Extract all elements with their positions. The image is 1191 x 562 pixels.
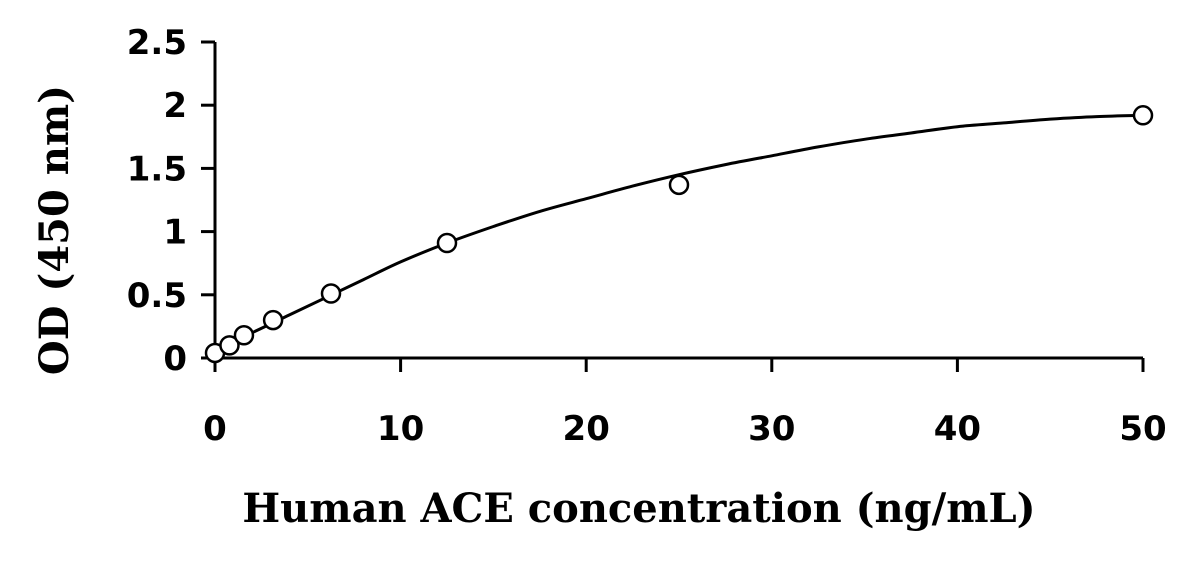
y-axis-ticks: 0 0.5 1 1.5 2 2.5 — [127, 23, 215, 379]
x-axis-title: Human ACE concentration (ng/mL) — [242, 485, 1035, 532]
data-point — [262, 309, 284, 331]
x-tick-label: 30 — [748, 409, 795, 449]
x-tick-label: 40 — [934, 409, 981, 449]
data-point — [219, 335, 240, 356]
y-tick-label: 2.5 — [127, 23, 187, 63]
data-point — [233, 324, 255, 346]
y-axis-title: OD (450 nm) — [31, 85, 78, 375]
y-tick-label: 2 — [163, 86, 187, 126]
x-axis-ticks: 0 10 20 30 40 50 — [203, 358, 1167, 449]
data-point — [668, 174, 690, 196]
fit-curve — [214, 113, 1144, 351]
x-tick-label: 50 — [1119, 409, 1166, 449]
x-tick-label: 0 — [203, 409, 227, 449]
x-tick-label: 20 — [563, 409, 610, 449]
y-tick-label: 0 — [163, 339, 187, 379]
y-tick-label: 0.5 — [127, 276, 187, 316]
data-point — [320, 283, 342, 304]
data-points — [204, 105, 1154, 364]
data-point — [1132, 105, 1154, 126]
y-tick-label: 1 — [163, 213, 187, 253]
y-tick-label: 1.5 — [127, 149, 187, 189]
x-tick-label: 10 — [377, 409, 424, 449]
data-point — [436, 232, 458, 254]
